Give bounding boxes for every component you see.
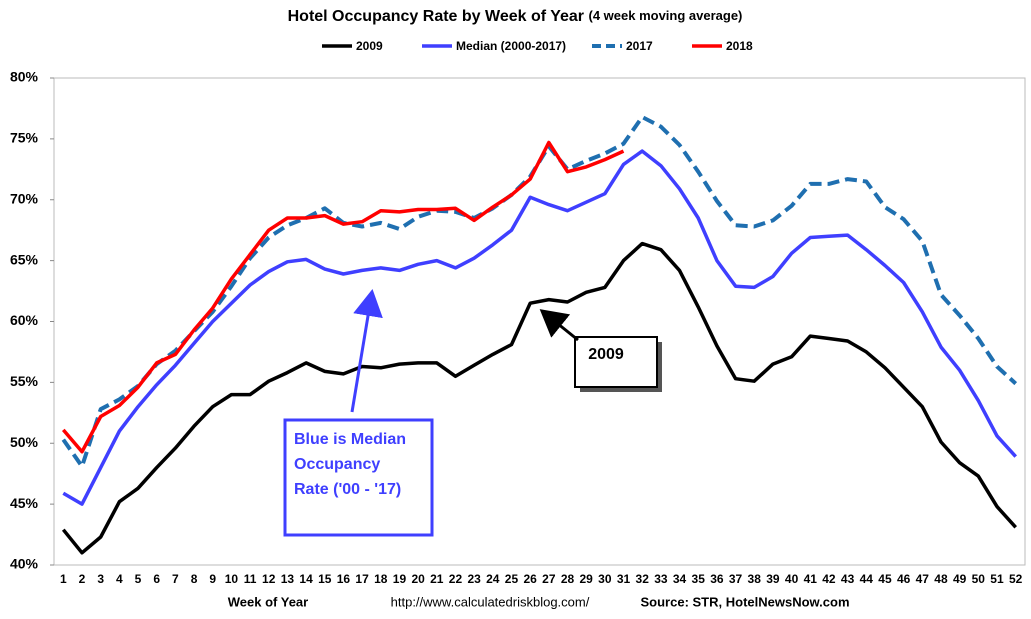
x-tick-label: 15 xyxy=(318,572,332,586)
x-tick-label: 3 xyxy=(97,572,104,586)
y-tick-label: 80% xyxy=(10,69,39,85)
url: http://www.calculatedriskblog.com/ xyxy=(391,594,590,609)
arrow xyxy=(350,289,383,413)
x-tick-label: 46 xyxy=(897,572,911,586)
x-tick-label: 21 xyxy=(430,572,444,586)
x-tick-label: 35 xyxy=(692,572,706,586)
annotation-box xyxy=(283,418,434,537)
y-tick-label: 55% xyxy=(10,373,39,389)
x-tick-label: 32 xyxy=(636,572,650,586)
series-line xyxy=(61,140,625,454)
annotation-line: Occupancy xyxy=(294,456,380,473)
x-tick-label: 13 xyxy=(281,572,295,586)
x-axis-label: Week of Year xyxy=(228,594,308,609)
y-tick-label: 40% xyxy=(10,556,39,572)
x-tick-label: 10 xyxy=(225,572,239,586)
legend-label: Median (2000-2017) xyxy=(456,39,566,53)
x-tick-label: 20 xyxy=(411,572,425,586)
x-tick-label: 51 xyxy=(990,572,1004,586)
x-tick-label: 25 xyxy=(505,572,519,586)
x-tick-label: 42 xyxy=(822,572,836,586)
x-tick-label: 17 xyxy=(355,572,369,586)
x-tick-label: 43 xyxy=(841,572,855,586)
y-tick-label: 50% xyxy=(10,434,39,450)
y-tick-label: 60% xyxy=(10,312,39,328)
y-tick-label: 45% xyxy=(10,495,39,511)
x-tick-label: 6 xyxy=(153,572,160,586)
annotation-line: Blue is Median xyxy=(294,431,406,448)
x-tick-label: 31 xyxy=(617,572,631,586)
x-tick-label: 37 xyxy=(729,572,743,586)
x-tick-label: 22 xyxy=(449,572,463,586)
series-line xyxy=(61,241,1017,555)
legend-label: 2017 xyxy=(626,39,653,53)
x-tick-label: 9 xyxy=(209,572,216,586)
x-tick-label: 40 xyxy=(785,572,799,586)
series-line xyxy=(62,149,1017,506)
x-tick-label: 5 xyxy=(135,572,142,586)
x-tick-label: 23 xyxy=(467,572,481,586)
x-tick-label: 1 xyxy=(60,572,67,586)
x-tick-label: 44 xyxy=(860,572,874,586)
x-tick-label: 16 xyxy=(337,572,351,586)
x-tick-label: 39 xyxy=(766,572,780,586)
x-tick-label: 26 xyxy=(523,572,537,586)
x-tick-label: 36 xyxy=(710,572,724,586)
x-tick-label: 11 xyxy=(244,572,257,586)
arrow xyxy=(539,309,579,342)
x-tick-label: 24 xyxy=(486,572,500,586)
legend-label: 2018 xyxy=(726,39,753,53)
x-tick-label: 18 xyxy=(374,572,388,586)
x-tick-label: 50 xyxy=(972,572,986,586)
x-tick-label: 8 xyxy=(191,572,198,586)
chart-title: Hotel Occupancy Rate by Week of Year (4 … xyxy=(288,8,743,25)
x-tick-label: 27 xyxy=(542,572,556,586)
x-tick-label: 47 xyxy=(916,572,930,586)
x-tick-label: 30 xyxy=(598,572,612,586)
x-tick-label: 29 xyxy=(580,572,594,586)
source: Source: STR, HotelNewsNow.com xyxy=(641,594,850,609)
annotation-line: Rate ('00 - '17) xyxy=(294,481,401,498)
x-tick-label: 48 xyxy=(934,572,948,586)
x-tick-label: 4 xyxy=(116,572,123,586)
x-tick-label: 14 xyxy=(299,572,313,586)
legend-label: 2009 xyxy=(356,39,383,53)
x-tick-label: 49 xyxy=(953,572,967,586)
y-tick-label: 75% xyxy=(10,130,39,146)
x-tick-label: 38 xyxy=(748,572,762,586)
title: Hotel Occupancy Rate by Week of Year xyxy=(288,8,584,25)
x-tick-label: 41 xyxy=(804,572,818,586)
x-tick-label: 52 xyxy=(1009,572,1023,586)
x-tick-label: 2 xyxy=(79,572,86,586)
y-tick-label: 65% xyxy=(10,251,39,267)
annotation-box xyxy=(574,336,658,388)
y-tick-label: 70% xyxy=(10,190,39,206)
x-tick-label: 7 xyxy=(172,572,179,586)
x-tick-label: 28 xyxy=(561,572,575,586)
x-tick-label: 34 xyxy=(673,572,687,586)
x-tick-label: 12 xyxy=(262,572,276,586)
subtitle: (4 week moving average) xyxy=(588,8,742,23)
x-tick-label: 45 xyxy=(878,572,892,586)
x-tick-label: 19 xyxy=(393,572,407,586)
annotation: 2009 xyxy=(588,346,624,363)
x-tick-label: 33 xyxy=(654,572,668,586)
